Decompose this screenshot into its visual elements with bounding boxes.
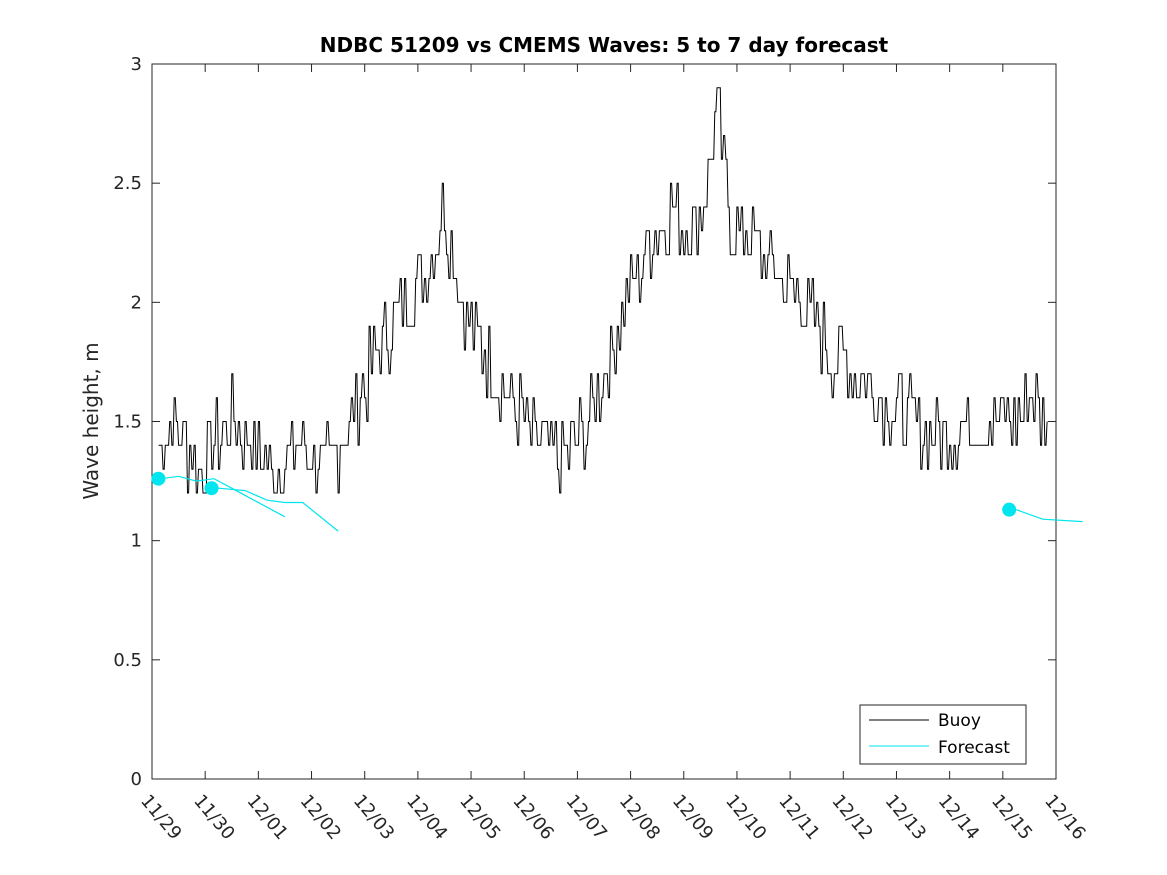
legend-box xyxy=(859,704,1027,765)
y-tick-label: 0 xyxy=(131,769,142,790)
x-tick-label: 12/15 xyxy=(987,791,1036,844)
x-tick-label: 12/08 xyxy=(615,791,664,844)
y-tick-label: 1 xyxy=(131,531,142,552)
x-tick-label: 12/14 xyxy=(934,791,983,844)
x-tick-label: 12/06 xyxy=(508,791,557,844)
y-tick-label: 0.5 xyxy=(113,650,142,671)
forecast-marker xyxy=(151,471,166,486)
y-tick-label: 3 xyxy=(131,54,142,75)
x-tick-label: 12/12 xyxy=(827,791,876,844)
x-tick-label: 12/11 xyxy=(774,791,823,844)
y-tick-label: 2 xyxy=(131,292,142,313)
chart-title: NDBC 51209 vs CMEMS Waves: 5 to 7 day fo… xyxy=(320,33,889,57)
x-tick-label: 11/29 xyxy=(136,791,185,844)
x-tick-label: 11/30 xyxy=(189,791,238,844)
x-tick-label: 12/01 xyxy=(243,791,292,844)
x-tick-label: 12/05 xyxy=(455,791,504,844)
forecast-line xyxy=(160,475,286,518)
x-tick-label: 12/09 xyxy=(668,791,717,844)
x-tick-label: 12/07 xyxy=(562,791,611,844)
forecast-marker xyxy=(204,481,219,496)
x-tick-label: 12/03 xyxy=(349,791,398,844)
legend-buoy-label: Buoy xyxy=(938,711,981,731)
x-tick-label: 12/02 xyxy=(296,791,345,844)
buoy-line xyxy=(158,87,1048,494)
x-tick-label: 12/13 xyxy=(881,791,930,844)
forecast-line xyxy=(1015,509,1083,523)
x-tick-label: 12/04 xyxy=(402,791,451,844)
forecast-marker xyxy=(1002,502,1017,517)
y-axis-ticks: 0 0.5 1 1.5 2 2.5 3 xyxy=(113,54,1056,790)
y-tick-label: 2.5 xyxy=(113,173,142,194)
x-tick-label: 12/10 xyxy=(721,791,770,844)
y-axis-label: Wave height, m xyxy=(79,342,103,499)
y-tick-label: 1.5 xyxy=(113,412,142,433)
forecast-line xyxy=(218,487,339,532)
x-tick-label: 12/16 xyxy=(1040,791,1089,844)
legend-forecast-label: Forecast xyxy=(938,738,1010,758)
legend: Buoy Forecast xyxy=(859,704,1027,765)
series-layer xyxy=(151,87,1083,532)
